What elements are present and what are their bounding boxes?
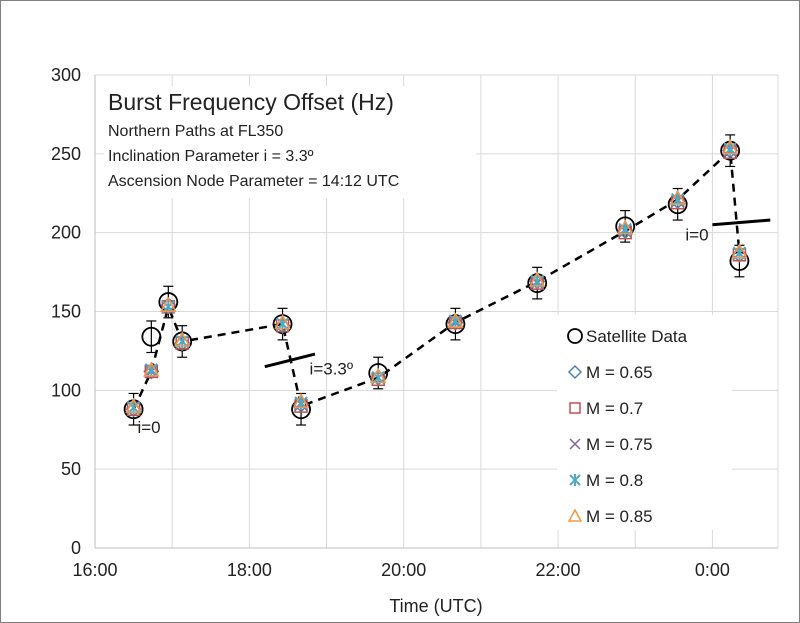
model-point-star (448, 313, 463, 328)
chart-subtitle-3: Ascension Node Parameter = 14:12 UTC (108, 173, 399, 190)
model-point-triangle (731, 243, 748, 259)
legend-label: Satellite Data (586, 327, 688, 346)
legend-marker-star (569, 474, 581, 486)
y-tick-label: 100 (51, 380, 81, 400)
model-point-triangle (528, 271, 546, 287)
chart-subtitle-1: Northern Paths at FL350 (108, 123, 283, 140)
model-point-triangle (369, 367, 387, 383)
model-point-star (144, 362, 159, 377)
legend-marker-circle (567, 328, 583, 344)
annotation-label: i=3.3º (310, 360, 354, 379)
annotation-label: i=0 (137, 418, 160, 437)
y-tick-label: 250 (51, 144, 81, 164)
legend-label: M = 0.85 (586, 507, 653, 526)
model-point-triangle (160, 296, 177, 312)
legend-marker-square (569, 402, 581, 414)
satellite-point (141, 326, 162, 347)
legend-marker-diamond (567, 364, 583, 380)
legend-label: M = 0.75 (586, 435, 653, 454)
model-point-triangle (173, 331, 191, 347)
legend-label: M = 0.7 (586, 399, 643, 418)
legend-marker-triangle (567, 508, 583, 522)
inclination-mark (264, 352, 316, 369)
legend: Satellite Data M = 0.65 M = 0.7 M = 0.75 M =… (557, 315, 732, 530)
model-point-triangle (125, 397, 142, 413)
y-tick-label: 50 (61, 459, 81, 479)
model-point-triangle (721, 138, 739, 155)
legend-marker-x (569, 438, 581, 450)
legend-label: M = 0.65 (586, 363, 653, 382)
y-tick-label: 300 (51, 65, 81, 85)
inclination-marks (264, 218, 771, 369)
y-tick-label: 150 (51, 302, 81, 322)
legend-label: M = 0.8 (586, 471, 643, 490)
chart-subtitle-2: Inclination Parameter i = 3.3º (108, 148, 314, 165)
x-tick-label: 0:00 (695, 560, 730, 580)
annotations: i=0 i=3.3º i=0 (137, 226, 708, 437)
model-point-triangle (143, 361, 160, 377)
inclination-mark (712, 218, 771, 227)
model-point-triangle (616, 219, 634, 235)
x-tick-label: 16:00 (72, 560, 117, 580)
model-point-diamond (143, 363, 160, 380)
legend-box (557, 315, 732, 530)
y-tick-label: 200 (51, 223, 81, 243)
title-box (104, 86, 476, 198)
x-tick-label: 22:00 (536, 560, 581, 580)
data-points (123, 134, 750, 426)
x-tick-label: 18:00 (227, 560, 272, 580)
x-axis-title: Time (UTC) (389, 596, 482, 616)
chart-title: Burst Frequency Offset (Hz) (108, 89, 394, 115)
model-point-triangle (447, 312, 464, 328)
model-point-diamond (447, 314, 464, 331)
model-point-triangle (292, 392, 310, 409)
y-tick-label: 0 (71, 538, 81, 558)
axis-ticks: 0 50 100 150 200 250 300 16:00 18:00 20:00 22:00 0:… (51, 65, 730, 580)
model-point-triangle (669, 189, 686, 205)
x-tick-label: 20:00 (381, 560, 426, 580)
annotation-label: i=0 (685, 226, 708, 245)
model-point-triangle (274, 313, 291, 330)
